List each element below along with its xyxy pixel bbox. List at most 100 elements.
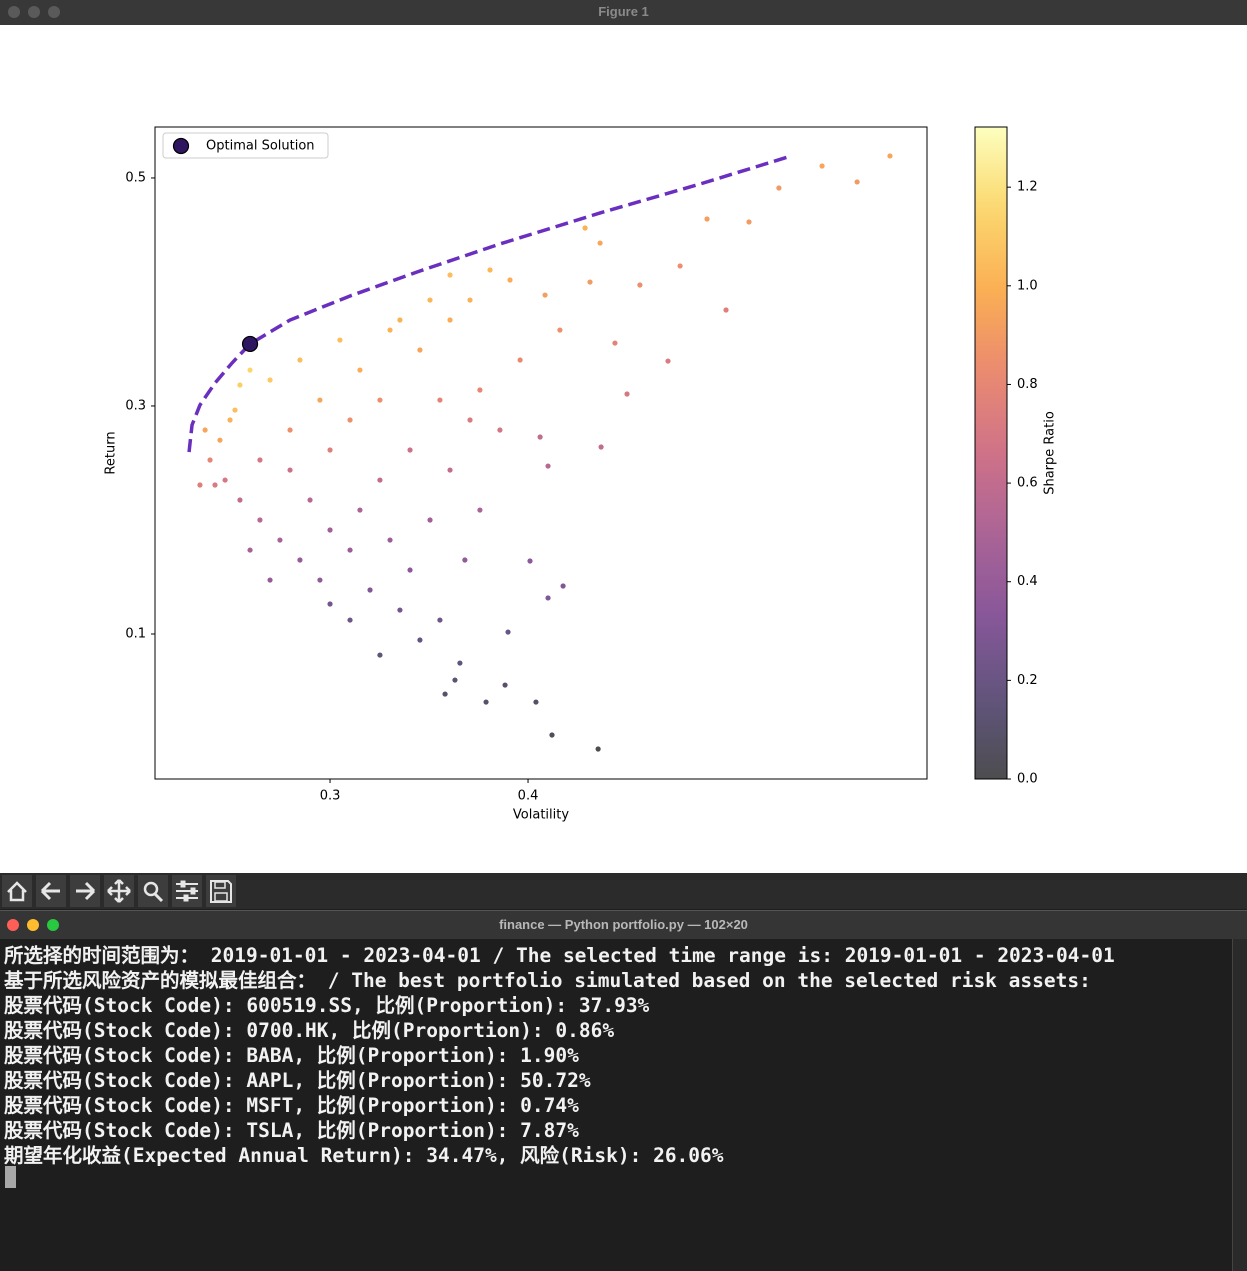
portfolio-point: [819, 163, 825, 169]
configure-button[interactable]: [172, 875, 202, 907]
y-tick-label: 0.3: [125, 398, 146, 413]
portfolio-point: [202, 427, 208, 433]
portfolio-point: [267, 377, 273, 383]
portfolio-point: [612, 340, 618, 346]
portfolio-point: [337, 337, 343, 343]
portfolio-point: [407, 447, 413, 453]
portfolio-point: [517, 357, 523, 363]
y-tick-label: 0.5: [125, 170, 146, 185]
portfolio-point: [247, 547, 253, 553]
portfolio-point: [217, 437, 223, 443]
zoom-button[interactable]: [138, 875, 168, 907]
pan-button[interactable]: [104, 875, 134, 907]
y-axis-label: Return: [104, 431, 119, 474]
terminal-line: 股票代码(Stock Code): MSFT, 比例(Proportion): …: [4, 1094, 579, 1117]
colorbar-tick-label: 1.0: [1017, 278, 1038, 293]
minimize-button[interactable]: [27, 919, 39, 931]
terminal-line: 所选择的时间范围为： 2019-01-01 - 2023-04-01 / The…: [4, 944, 1115, 967]
portfolio-point: [237, 497, 243, 503]
close-button[interactable]: [8, 6, 20, 18]
portfolio-point: [677, 263, 683, 269]
portfolio-point: [357, 367, 363, 373]
zoom-button[interactable]: [48, 6, 60, 18]
zoom-button[interactable]: [47, 919, 59, 931]
portfolio-point: [212, 482, 218, 488]
legend-marker: [172, 137, 190, 155]
portfolio-point: [307, 497, 313, 503]
portfolio-point: [427, 297, 433, 303]
portfolio-point: [297, 357, 303, 363]
portfolio-point: [267, 577, 273, 583]
portfolio-point: [287, 427, 293, 433]
portfolio-point: [704, 216, 710, 222]
portfolio-point: [537, 434, 543, 440]
portfolio-point: [377, 477, 383, 483]
portfolio-point: [467, 297, 473, 303]
terminal-output: 所选择的时间范围为： 2019-01-01 - 2023-04-01 / The…: [0, 939, 1232, 1271]
save-button[interactable]: [206, 875, 236, 907]
portfolio-point: [397, 607, 403, 613]
minimize-button[interactable]: [28, 6, 40, 18]
portfolio-point: [624, 391, 630, 397]
terminal-line: 股票代码(Stock Code): BABA, 比例(Proportion): …: [4, 1044, 579, 1067]
colorbar-tick-label: 0.8: [1017, 377, 1038, 392]
portfolio-point: [447, 467, 453, 473]
portfolio-point: [222, 477, 228, 483]
portfolio-point: [257, 517, 263, 523]
close-button[interactable]: [7, 919, 19, 931]
colorbar: [974, 126, 1008, 780]
portfolio-point: [417, 637, 423, 643]
portfolio-point: [347, 547, 353, 553]
legend-label: Optimal Solution: [206, 139, 315, 154]
portfolio-point: [317, 577, 323, 583]
portfolio-point: [507, 277, 513, 283]
portfolio-point: [227, 417, 233, 423]
figure: 0.3 0.4 0.1 0.3 0.5 Volatility Return Optimal S…: [0, 25, 1247, 873]
back-button[interactable]: [36, 875, 66, 907]
portfolio-point: [357, 507, 363, 513]
portfolio-point: [854, 179, 860, 185]
plot-frame: [154, 126, 928, 780]
portfolio-point: [502, 682, 508, 688]
portfolio-point: [587, 279, 593, 285]
portfolio-point: [746, 219, 752, 225]
portfolio-point: [407, 567, 413, 573]
portfolio-point: [549, 732, 555, 738]
portfolio-point: [327, 601, 333, 607]
portfolio-point: [287, 467, 293, 473]
scrollbar[interactable]: [1232, 939, 1247, 1271]
portfolio-point: [595, 746, 601, 752]
portfolio-point: [637, 282, 643, 288]
x-tick-label: 0.3: [320, 789, 341, 804]
terminal-line: 股票代码(Stock Code): 0700.HK, 比例(Proportion…: [4, 1019, 615, 1042]
portfolio-point: [776, 185, 782, 191]
portfolio-point: [452, 677, 458, 683]
portfolio-point: [437, 397, 443, 403]
window-title-bar: Figure 1: [0, 0, 1247, 25]
portfolio-point: [723, 307, 729, 313]
portfolio-point: [387, 537, 393, 543]
window-title: Figure 1: [598, 4, 649, 19]
terminal-line: 股票代码(Stock Code): 600519.SS, 比例(Proporti…: [4, 994, 650, 1017]
colorbar-tick-label: 0.6: [1017, 476, 1038, 491]
efficient-frontier: [187, 155, 789, 453]
portfolio-point: [247, 367, 253, 373]
forward-button[interactable]: [70, 875, 100, 907]
colorbar-tick-label: 0.2: [1017, 673, 1038, 688]
portfolio-point: [377, 397, 383, 403]
x-tick-label: 0.4: [518, 789, 539, 804]
portfolio-point: [887, 153, 893, 159]
home-button[interactable]: [2, 875, 32, 907]
portfolio-point: [487, 267, 493, 273]
portfolio-point: [327, 447, 333, 453]
y-tick-label: 0.1: [125, 626, 146, 641]
portfolio-point: [447, 272, 453, 278]
portfolio-point: [327, 527, 333, 533]
terminal-title: finance — Python portfolio.py — 102×20: [499, 917, 748, 932]
colorbar-tick-label: 0.4: [1017, 574, 1038, 589]
portfolio-point: [557, 327, 563, 333]
portfolio-point: [317, 397, 323, 403]
terminal-line: 基于所选风险资产的模拟最佳组合： / The best portfolio si…: [4, 969, 1091, 992]
portfolio-point: [427, 517, 433, 523]
